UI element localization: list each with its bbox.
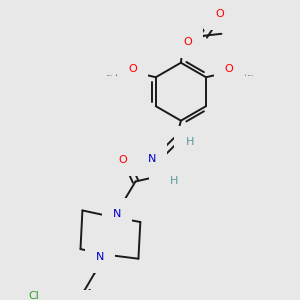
Text: methoxy: methoxy [107,75,114,76]
Text: O: O [225,64,233,74]
Text: N: N [148,154,156,164]
Text: H: H [170,176,178,187]
Text: O: O [215,8,224,19]
Text: O: O [183,37,192,46]
Text: O: O [118,155,127,165]
Text: N: N [96,252,104,262]
Text: H: H [185,137,194,147]
Text: methoxy: methoxy [248,75,254,76]
Text: N: N [113,209,122,219]
Text: Cl: Cl [28,291,39,300]
Text: N: N [160,175,169,184]
Text: O: O [128,64,137,74]
